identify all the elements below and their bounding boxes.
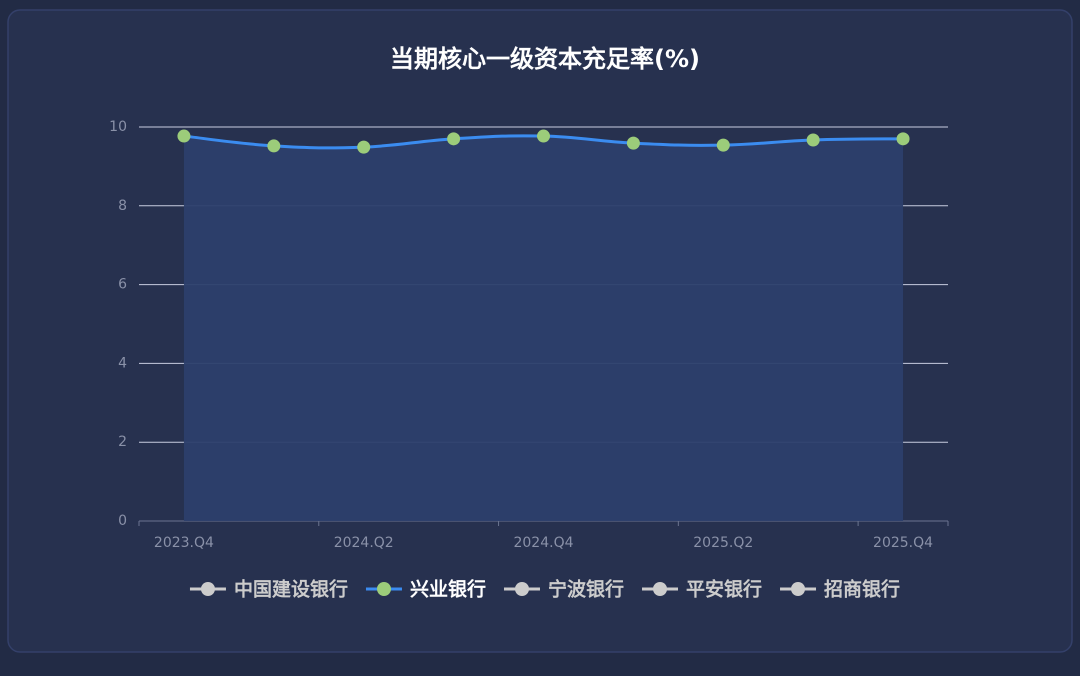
marker — [806, 133, 820, 147]
legend-label: 中国建设银行 — [234, 578, 348, 601]
x-tick-label: 2023.Q4 — [154, 535, 214, 551]
y-tick-label: 10 — [109, 119, 127, 135]
legend-item: 兴业银行 — [365, 578, 486, 601]
y-tick-label: 2 — [118, 434, 127, 450]
marker — [267, 139, 281, 153]
marker — [626, 136, 640, 150]
y-tick-label: 0 — [118, 513, 127, 529]
y-tick-label: 4 — [118, 355, 127, 371]
x-tick-label: 2025.Q4 — [873, 535, 933, 551]
legend-item: 平安银行 — [642, 578, 762, 601]
legend-label: 兴业银行 — [410, 578, 486, 601]
area — [183, 135, 904, 521]
y-tick-label: 6 — [118, 277, 127, 293]
legend-item: 宁波银行 — [503, 578, 624, 601]
marker — [896, 132, 910, 146]
x-tick-label: 2024.Q2 — [334, 535, 394, 551]
x-tick-label: 2025.Q2 — [693, 535, 753, 551]
legend-item: 招商银行 — [780, 578, 900, 601]
x-tick-label: 2024.Q4 — [513, 535, 573, 551]
legend-label: 平安银行 — [686, 578, 762, 601]
marker — [716, 138, 730, 152]
legend-item: 中国建设银行 — [189, 578, 348, 601]
legend-label: 招商银行 — [824, 578, 900, 601]
marker — [537, 129, 550, 143]
y-tick-label: 8 — [118, 198, 127, 214]
legend-marker — [514, 582, 529, 596]
legend-marker — [376, 582, 391, 596]
legend-label: 宁波银行 — [548, 578, 624, 601]
legend-marker — [653, 582, 668, 596]
legend-marker — [791, 582, 806, 596]
marker — [357, 140, 371, 154]
chart-title: 当期核心一级资本充足率(%) — [390, 45, 700, 73]
legend: 中国建设银行 兴业银行 宁波银行 平安银行 招商银行 — [189, 578, 900, 601]
marker — [177, 129, 191, 143]
legend-marker — [200, 582, 215, 596]
marker — [447, 132, 461, 146]
